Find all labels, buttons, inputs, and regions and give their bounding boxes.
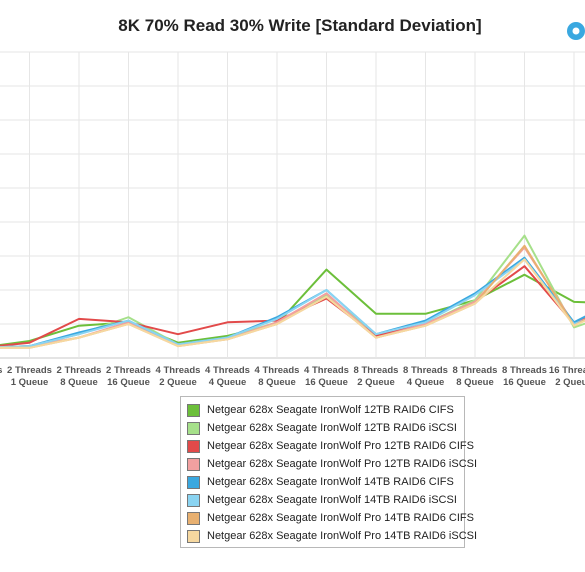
x-tick-label: 4 Threads 4 Queue xyxy=(205,365,250,388)
legend-swatch xyxy=(187,493,200,507)
series-line-0[interactable] xyxy=(0,268,585,348)
series-lines xyxy=(0,234,585,349)
legend-label: Netgear 628x Seagate IronWolf 12TB RAID6… xyxy=(207,422,457,434)
x-tick-label: 8 Threads 2 Queue xyxy=(354,365,399,388)
legend-swatch xyxy=(187,457,200,471)
grid-lines xyxy=(0,51,585,359)
legend-swatch xyxy=(187,475,200,489)
x-tick-label: 4 Threads 16 Queue xyxy=(304,365,349,388)
legend-label: Netgear 628x Seagate IronWolf Pro 14TB R… xyxy=(207,512,474,524)
legend-swatch xyxy=(187,421,200,435)
legend-swatch xyxy=(187,403,200,417)
legend: Netgear 628x Seagate IronWolf 12TB RAID6… xyxy=(180,396,477,548)
x-tick-label: 8 Threads 4 Queue xyxy=(403,365,448,388)
series-line-5[interactable] xyxy=(0,258,585,349)
x-tick-label: 2 Threads 1 Queue xyxy=(7,365,52,388)
legend-swatch xyxy=(187,511,200,525)
chart-logo-icon[interactable] xyxy=(564,19,585,43)
legend-item[interactable]: Netgear 628x Seagate IronWolf 12TB RAID6… xyxy=(187,419,458,437)
legend-label: Netgear 628x Seagate IronWolf Pro 12TB R… xyxy=(207,458,478,470)
legend-label: Netgear 628x Seagate IronWolf 14TB RAID6… xyxy=(207,476,454,488)
legend-item[interactable]: Netgear 628x Seagate IronWolf 14TB RAID6… xyxy=(187,473,458,491)
legend-swatch xyxy=(187,439,200,453)
legend-label: Netgear 628x Seagate IronWolf 14TB RAID6… xyxy=(207,494,457,506)
legend-label: Netgear 628x Seagate IronWolf 12TB RAID6… xyxy=(207,404,454,416)
legend-item[interactable]: Netgear 628x Seagate IronWolf 14TB RAID6… xyxy=(187,491,458,509)
x-tick-label: 4 Threads 8 Queue xyxy=(255,365,300,388)
legend-swatch xyxy=(187,529,200,543)
x-tick-label: 8 Threads 8 Queue xyxy=(453,365,498,388)
x-tick-label: 2 Threads 8 Queue xyxy=(57,365,102,388)
x-tick-label: 4 Threads 2 Queue xyxy=(156,365,201,388)
legend-label: Netgear 628x Seagate IronWolf Pro 12TB R… xyxy=(207,440,474,452)
chart-title: 8K 70% Read 30% Write [Standard Deviatio… xyxy=(118,16,482,35)
series-line-7[interactable] xyxy=(0,258,585,349)
x-tick-label: 8 Threads 16 Queue xyxy=(502,365,547,388)
legend-label: Netgear 628x Seagate IronWolf Pro 14TB R… xyxy=(207,530,478,542)
legend-item[interactable]: Netgear 628x Seagate IronWolf Pro 14TB R… xyxy=(187,509,474,527)
x-tick-label: 2 Threads 16 Queue xyxy=(106,365,151,388)
legend-item[interactable]: Netgear 628x Seagate IronWolf Pro 12TB R… xyxy=(187,437,474,455)
legend-item[interactable]: Netgear 628x Seagate IronWolf 12TB RAID6… xyxy=(187,401,458,419)
legend-item[interactable]: Netgear 628x Seagate IronWolf Pro 12TB R… xyxy=(187,455,477,473)
legend-item[interactable]: Netgear 628x Seagate IronWolf Pro 14TB R… xyxy=(187,527,477,545)
